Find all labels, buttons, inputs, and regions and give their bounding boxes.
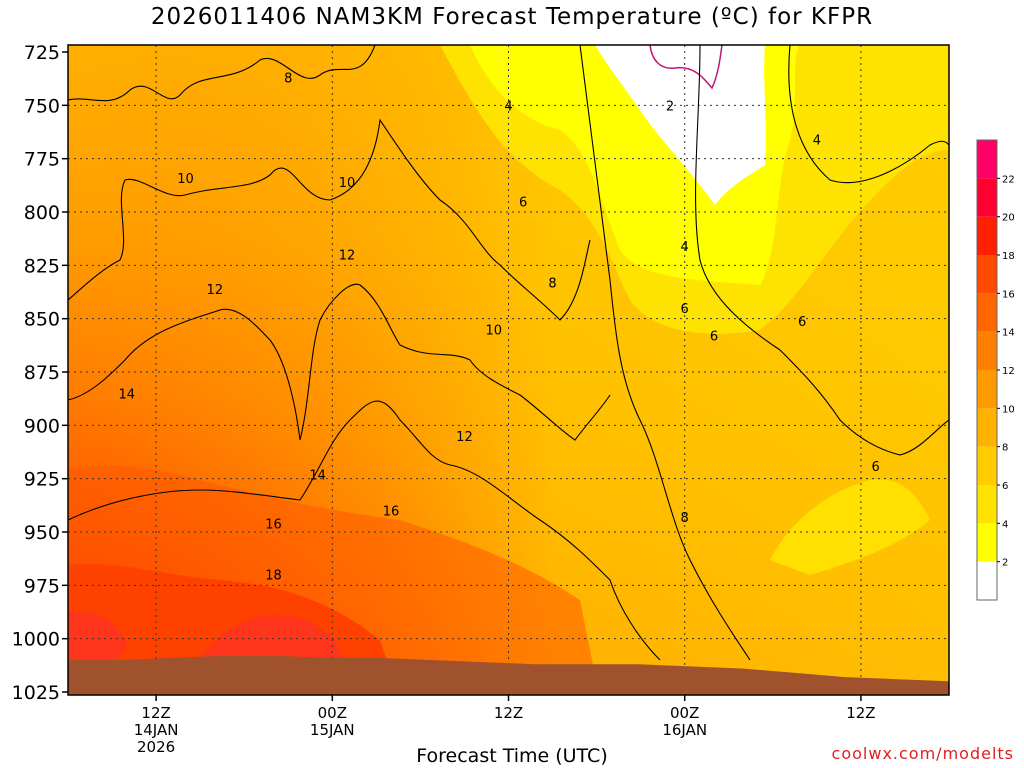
colorbar-swatch [977,178,997,217]
colorbar-label: 8 [1002,443,1008,454]
x-tick-label: 12Z [141,704,170,722]
contour-label: 4 [681,240,689,255]
y-tick-label: 800 [24,202,60,224]
contour-labels: 8 4 2 4 10 10 6 4 12 8 12 6 6 10 6 14 12 6 14 16 8 16 18 [118,72,879,584]
x-tick-label: 00Z [318,704,347,722]
band-14-16 [68,465,599,695]
contour-label: 14 [309,468,326,483]
isotherm-lines [68,45,949,661]
x-tick-label: 14JAN [134,721,179,739]
contour-label: 12 [207,283,224,298]
contour-label: 10 [339,176,356,191]
colorbar-swatch [977,408,997,447]
colorbar-swatch [977,485,997,524]
y-tick-label: 750 [24,95,60,117]
y-tick-label: 900 [24,415,60,437]
contour-label: 10 [177,172,194,187]
colorbar-label: 4 [1002,519,1008,530]
colorbar-swatch [977,446,997,485]
contour-label: 8 [681,511,689,526]
contour-label: 12 [456,430,473,445]
contour-0 [649,45,723,90]
x-tick-label: 16JAN [662,721,707,739]
contour-label: 2 [666,99,674,114]
colorbar-legend: 2 4 6 8 10 12 14 16 18 20 22 [976,139,1015,601]
colorbar-label: 10 [1002,404,1015,415]
contour-label: 12 [339,249,356,264]
contour-label: 4 [813,133,821,148]
y-tick-label: 875 [24,362,60,384]
y-tick-label: 950 [24,522,60,544]
y-tick-label: 725 [24,42,60,64]
colorbar-swatch [977,561,997,600]
colorbar-swatch [977,293,997,332]
y-tick-label: 1000 [12,629,60,651]
x-tick-label: 00Z [670,704,699,722]
colorbar-swatch [977,331,997,370]
grid [68,45,949,695]
source-credit: coolwx.com/modelts [831,744,1014,763]
colorbar-label: 22 [1002,174,1015,185]
y-tick-label: 1025 [12,682,60,704]
contour-label: 6 [681,302,689,317]
terrain-surface [68,655,949,695]
chart-title: 2026011406 NAM3KM Forecast Temperature (… [150,4,874,30]
colorbar-swatch [977,523,997,562]
contour-label: 6 [519,195,527,210]
x-tick-label: 15JAN [310,721,355,739]
colorbar-label: 14 [1002,328,1015,339]
y-tick-label: 925 [24,469,60,491]
contour-label: 8 [284,72,292,87]
colorbar-swatch [977,140,997,179]
contour-label: 10 [486,323,503,338]
colorbar-label: 12 [1002,366,1015,377]
contour-label: 4 [504,99,512,114]
contour-label: 8 [548,276,556,291]
colorbar-label: 6 [1002,481,1008,492]
x-tick-label: 12Z [846,704,875,722]
cool-blob-6 [770,479,930,575]
contour-label: 6 [798,315,806,330]
y-tick-label: 975 [24,575,60,597]
colorbar-swatch [977,255,997,294]
contour-label: 6 [871,460,879,475]
colorbar-label: 2 [1002,558,1008,569]
contour-label: 14 [118,387,135,402]
contour-label: 18 [265,569,282,584]
contour-label: 6 [710,330,718,345]
contour-label: 16 [265,517,282,532]
x-tick-label: 12Z [494,704,523,722]
colorbar-label: 20 [1002,213,1015,224]
y-tick-label: 825 [24,255,60,277]
cold-band-2 [595,45,766,205]
y-axis: 725 750 775 800 825 850 875 900 925 950 975 1000 102… [12,42,68,704]
y-tick-label: 850 [24,309,60,331]
colorbar-swatch [977,370,997,409]
colorbar-swatch [977,216,997,255]
y-tick-label: 775 [24,149,60,171]
x-axis-title: Forecast Time (UTC) [416,745,608,767]
x-tick-label: 2026 [137,738,175,756]
contour-label: 16 [383,505,400,520]
colorbar-label: 16 [1002,289,1015,300]
colorbar-label: 18 [1002,251,1015,262]
